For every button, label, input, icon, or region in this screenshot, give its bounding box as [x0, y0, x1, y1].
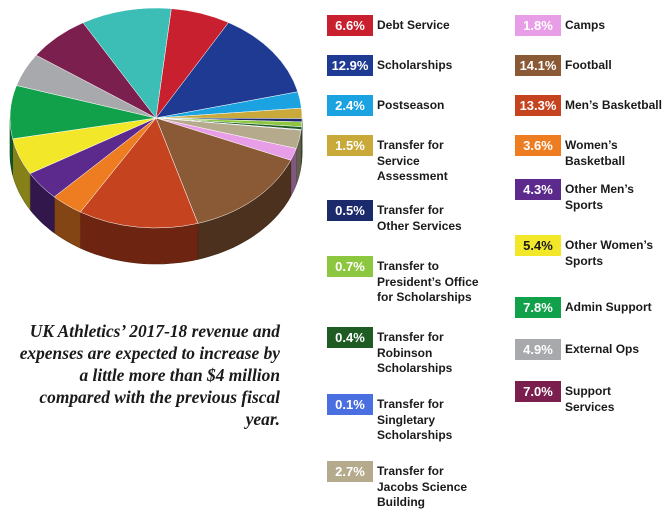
legend-label: Transfer for Robinson Scholarships: [377, 330, 453, 375]
legend-label: Transfer for Jacobs Science Building: [377, 464, 468, 509]
legend-percent-badge: 1.8%: [515, 15, 561, 36]
pie-slice: [155, 22, 299, 119]
legend-percent-badge: 1.5%: [327, 135, 373, 156]
legend-percent-badge: 13.3%: [515, 95, 561, 116]
legend-label: Transfer for Service Assessment: [377, 138, 448, 183]
legend-percent-badge: 4.3%: [515, 179, 561, 200]
legend-label: Debt Service: [377, 18, 450, 32]
legend-label: Women’s Basketball: [565, 138, 626, 168]
pie-sides: [9, 118, 303, 265]
legend-percent-badge: 7.8%: [515, 297, 561, 318]
pie-top: [9, 7, 303, 229]
legend-label: Transfer to President’s Office for Schol…: [377, 259, 479, 304]
legend-percent-badge: 0.7%: [327, 256, 373, 277]
legend-percent-badge: 0.5%: [327, 200, 373, 221]
legend-label: Men’s Basketball: [565, 98, 662, 112]
pie-chart: [9, 7, 303, 265]
legend-percent-badge: 7.0%: [515, 381, 561, 402]
legend-percent-badge: 5.4%: [515, 235, 561, 256]
legend-label: Transfer for Singletary Scholarships: [377, 397, 453, 442]
chart-caption: UK Athletics’ 2017-18 revenue and expens…: [19, 321, 280, 429]
pie-slice: [82, 7, 172, 119]
legend-label: Transfer for Other Services: [377, 203, 462, 233]
legend-label: Scholarships: [377, 58, 453, 72]
legend-percent-badge: 3.6%: [515, 135, 561, 156]
pie-slice: [155, 117, 292, 224]
legend-label: Other Men’s Sports: [565, 182, 634, 212]
legend-percent-badge: 0.1%: [327, 394, 373, 415]
legend-label: External Ops: [565, 342, 640, 356]
legend-percent-badge: 12.9%: [327, 55, 373, 76]
legend-label: Camps: [565, 18, 606, 32]
legend-percent-badge: 0.4%: [327, 327, 373, 348]
legend-label: Football: [565, 58, 612, 72]
legend-percent-badge: 6.6%: [327, 15, 373, 36]
pie-slice: [79, 117, 199, 229]
legend-percent-badge: 2.4%: [327, 95, 373, 116]
legend-percent-badge: 2.7%: [327, 461, 373, 482]
legend-label: Other Women’s Sports: [565, 238, 654, 268]
legend-percent-badge: 4.9%: [515, 339, 561, 360]
legend-label: Support Services: [565, 384, 615, 414]
legend-label: Admin Support: [565, 300, 652, 314]
legend-percent-badge: 14.1%: [515, 55, 561, 76]
legend-label: Postseason: [377, 98, 445, 112]
